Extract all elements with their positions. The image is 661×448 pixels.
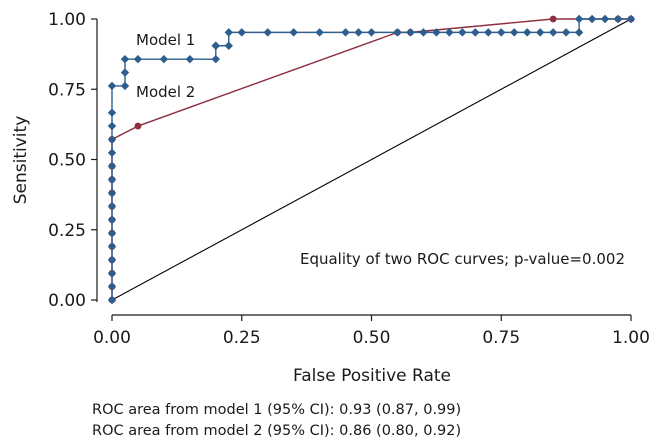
model-1-point [107,255,117,265]
model-1-point [561,28,571,37]
model-2-point [134,122,142,130]
y-tick-label: 0.75 [48,80,86,100]
x-tick-label: 1.00 [612,328,650,348]
model-1-point [107,161,117,171]
y-tick-label: 1.00 [48,10,86,30]
model-1-point [393,28,402,37]
ticks: 0.00 0.25 0.50 0.75 1.00 0.00 0.25 0.50 0.75 1.00 [48,10,650,348]
model-1-point [523,28,532,37]
x-axis-title: False Positive Rate [293,366,451,386]
model-1-point [354,28,363,37]
model-1-point [107,295,117,305]
axes [96,19,631,316]
x-tick-label: 0.00 [93,328,131,348]
model-1-label: Model 1 [136,31,195,49]
model-1-point [613,14,623,24]
footnote-model-1: ROC area from model 1 (95% CI): 0.93 (0.… [92,402,462,418]
model-1-point [120,68,130,77]
model-1-point [107,135,117,144]
y-tick-label: 0.00 [48,291,86,311]
model-1-point [107,175,117,184]
model-1-point [107,282,117,291]
model-1-point [107,228,117,238]
x-tick-label: 0.25 [223,328,261,348]
model-1-point [367,28,376,37]
model-1-point [419,28,428,37]
model-1-point [133,54,143,64]
model-1-point [185,54,195,64]
model-1-point [289,28,298,37]
model-1-point [458,28,467,37]
model-1-point [484,28,493,37]
model-1-point [574,28,584,37]
model-1-point [497,28,506,37]
labels-group: False Positive Rate Sensitivity Model 1 … [11,31,625,386]
y-axis-title: Sensitivity [11,116,31,205]
model-1-point [211,54,220,64]
model-1-point [107,108,117,117]
reference-line [111,18,632,301]
model-1-point [471,28,480,37]
footnote-model-2: ROC area from model 2 (95% CI): 0.86 (0.… [92,423,462,439]
test-annotation: Equality of two ROC curves; p-value=0.00… [300,250,625,268]
series-group [107,14,636,305]
model-1-point [120,81,130,91]
model-1-point [341,28,350,37]
x-tick-label: 0.50 [353,328,391,348]
model-1-point [574,14,584,24]
model-1-point [315,28,324,37]
y-tick-label: 0.25 [48,221,86,241]
model-1-point [107,148,117,158]
model-1-point [445,28,454,37]
model-2-point [549,15,557,23]
reference-line-group [111,18,632,301]
model-1-point [263,28,272,37]
x-tick-label: 0.75 [482,328,520,348]
model-1-point [107,269,117,278]
model-1-point [510,28,519,37]
model-1-point [107,81,117,91]
model-1-point [224,41,233,50]
model-1-point [211,41,220,50]
model-1-point [535,28,545,37]
model-1-point [626,14,636,24]
model-1-point [224,28,233,37]
model-1-point [548,28,558,37]
model-1-point [406,28,415,37]
model-2-label: Model 2 [136,83,195,101]
model-1-point [159,54,169,64]
model-1-point [600,14,610,24]
model-1-point [107,215,117,224]
model-1-point [237,28,246,37]
roc-chart: 0.00 0.25 0.50 0.75 1.00 0.00 0.25 0.50 0.75 1.00… [11,10,650,386]
model-1-point [107,202,117,211]
model-1-point [107,242,117,251]
y-tick-label: 0.50 [48,151,86,171]
model-1-point [107,188,117,198]
model-1-point [107,121,117,131]
model-1-point [120,54,130,64]
model-1-point [432,28,441,37]
model-1-point [587,14,597,24]
